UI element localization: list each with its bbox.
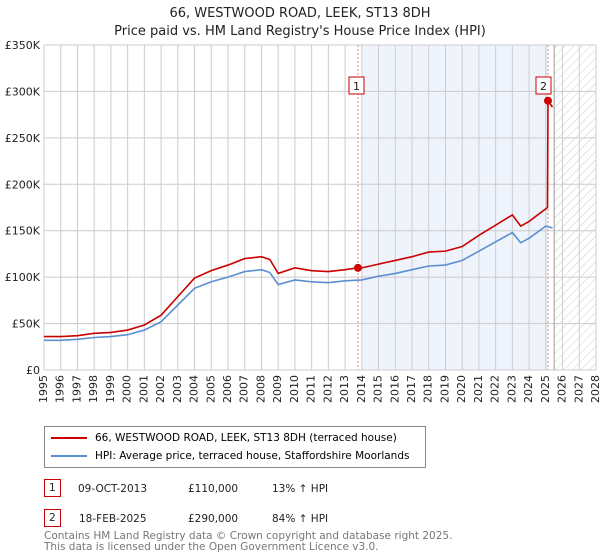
- property-price-line: [44, 98, 554, 338]
- y-tick-label: £100K: [5, 271, 41, 284]
- x-tick-label: 1999: [104, 375, 117, 403]
- sale-point: [543, 96, 552, 105]
- y-tick-label: £350K: [5, 39, 41, 52]
- x-tick-label: 2023: [505, 375, 518, 403]
- legend-swatch-property: [51, 437, 87, 439]
- x-tick-label: 2004: [188, 375, 201, 403]
- y-tick-label: £0: [26, 364, 40, 377]
- y-tick-label: £200K: [5, 178, 41, 191]
- y-tick-label: £300K: [5, 85, 41, 98]
- x-tick-label: 2006: [221, 375, 234, 403]
- legend-swatch-hpi: [51, 455, 87, 457]
- legend: 66, WESTWOOD ROAD, LEEK, ST13 8DH (terra…: [44, 426, 426, 468]
- x-tick-label: 2003: [171, 375, 184, 403]
- x-tick-label: 2009: [271, 375, 284, 403]
- legend-label-hpi: HPI: Average price, terraced house, Staf…: [95, 450, 410, 462]
- x-tick-label: 1997: [70, 375, 83, 403]
- sale-date: 18-FEB-2025: [79, 513, 147, 525]
- x-tick-label: 1995: [37, 375, 50, 403]
- sale-badge: 1: [44, 479, 61, 497]
- x-tick-label: 2028: [589, 375, 600, 403]
- x-tick-label: 1996: [54, 375, 67, 403]
- chart-title: 66, WESTWOOD ROAD, LEEK, ST13 8DH: [169, 6, 431, 21]
- x-tick-label: 2005: [204, 375, 217, 403]
- x-tick-label: 2025: [539, 375, 552, 403]
- price-chart: 1995 1996 1997 1998 1999 2000 2001 2002 2003 2004…: [5, 39, 600, 403]
- sale-badge: 2: [44, 509, 61, 527]
- x-tick-label: 2019: [438, 375, 451, 403]
- x-tick-label: 1998: [87, 375, 100, 403]
- y-tick-label: £150K: [5, 225, 41, 238]
- hpi-line: [44, 225, 553, 342]
- x-tick-label: 2001: [137, 375, 150, 403]
- x-tick-label: 2014: [355, 375, 368, 403]
- x-tick-label: 2002: [154, 375, 167, 403]
- sale-price: £110,000: [188, 483, 239, 495]
- footer: Contains HM Land Registry data © Crown c…: [44, 531, 452, 553]
- x-tick-label: 2020: [455, 375, 468, 403]
- y-tick-label: £50K: [12, 318, 41, 331]
- chart-subtitle: Price paid vs. HM Land Registry's House …: [114, 24, 486, 39]
- x-tick-label: 2021: [472, 375, 485, 403]
- sale-label: 1: [353, 80, 360, 93]
- x-tick-label: 2024: [522, 375, 535, 403]
- sale-point: [353, 263, 362, 272]
- x-tick-label: 2016: [388, 375, 401, 403]
- sale-label-box: [535, 76, 552, 95]
- x-tick-label: 2015: [372, 375, 385, 403]
- future-hatch: [554, 45, 596, 370]
- x-tick-label: 2012: [321, 375, 334, 403]
- x-tick-label: 2017: [405, 375, 418, 403]
- sale-hpi-change: 13% ↑ HPI: [272, 483, 329, 495]
- x-tick-label: 2013: [338, 375, 351, 403]
- footer-line-1: Contains HM Land Registry data © Crown c…: [44, 530, 453, 542]
- legend-label-property: 66, WESTWOOD ROAD, LEEK, ST13 8DH (terra…: [95, 432, 397, 444]
- x-tick-label: 2000: [121, 375, 134, 403]
- x-tick-label: 2022: [489, 375, 502, 403]
- x-tick-label: 2018: [422, 375, 435, 403]
- sale-date: 09-OCT-2013: [78, 483, 147, 495]
- x-tick-label: 2008: [254, 375, 267, 403]
- y-tick-label: £250K: [5, 132, 41, 145]
- footer-line-2: This data is licensed under the Open Gov…: [44, 541, 379, 553]
- x-tick-label: 2027: [572, 375, 585, 403]
- x-tick-label: 2026: [556, 375, 569, 403]
- sale-price: £290,000: [188, 513, 239, 525]
- x-tick-label: 2011: [305, 375, 318, 403]
- sale-label-box: [348, 76, 365, 95]
- x-tick-label: 2007: [238, 375, 251, 403]
- shaded-period: [361, 45, 548, 370]
- sale-label: 2: [540, 80, 547, 93]
- x-tick-label: 2010: [288, 375, 301, 403]
- sale-hpi-change: 84% ↑ HPI: [272, 513, 329, 525]
